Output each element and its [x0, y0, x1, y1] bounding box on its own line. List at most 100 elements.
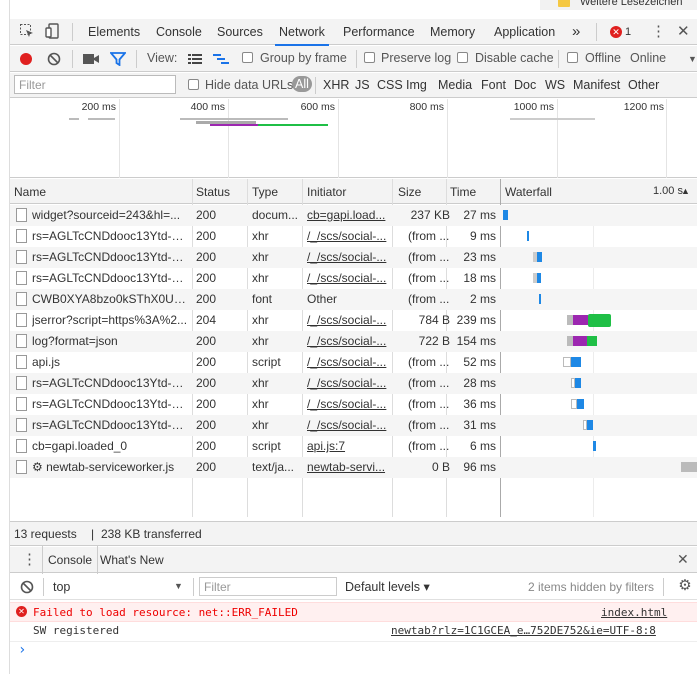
filter-type-img[interactable]: Img	[406, 78, 427, 92]
filter-type-ws[interactable]: WS	[545, 78, 566, 92]
context-select[interactable]: top	[53, 580, 71, 594]
file-icon	[16, 418, 27, 432]
drawer-tab-whats-new[interactable]: What's New	[100, 553, 164, 567]
column-header-name[interactable]: Name	[14, 185, 47, 199]
column-header-initiator[interactable]: Initiator	[307, 185, 347, 199]
cell-initiator[interactable]: /_/scs/social-...	[307, 355, 387, 369]
cell-initiator[interactable]: /_/scs/social-...	[307, 250, 387, 264]
filter-type-doc[interactable]: Doc	[514, 78, 537, 92]
table-row[interactable]: rs=AGLTcCNDdooc13Ytd-B... 200 xhr /_/scs/so…	[10, 415, 697, 436]
clear-icon[interactable]	[47, 52, 61, 66]
toolbar-separator	[193, 578, 194, 596]
chevron-down-icon[interactable]: ▼	[174, 581, 183, 591]
cell-type: script	[252, 355, 281, 369]
console-filter-input[interactable]: Filter	[199, 577, 337, 596]
table-row[interactable]: widget?sourceid=243&hl=... 200 docum... cb=…	[10, 205, 697, 226]
table-row[interactable]: log?format=json 200 xhr /_/scs/social-... 72…	[10, 331, 697, 352]
file-icon	[16, 250, 27, 264]
table-row[interactable]: rs=AGLTcCNDdooc13Ytd-B... 200 xhr /_/scs/so…	[10, 247, 697, 268]
overview-tick-label: 1200 ms	[623, 101, 664, 113]
table-row[interactable]: ⚙ newtab-serviceworker.js 200 text/ja... ne…	[10, 457, 697, 478]
filter-type-css[interactable]: CSS	[377, 78, 403, 92]
drawer-tab-console[interactable]: Console	[41, 546, 99, 574]
table-row[interactable]: rs=AGLTcCNDdooc13Ytd-B... 200 xhr /_/scs/so…	[10, 394, 697, 415]
cell-time: 36 ms	[463, 397, 496, 411]
tab-memory[interactable]: Memory	[430, 25, 476, 39]
filter-type-other[interactable]: Other	[628, 78, 660, 92]
table-row[interactable]: jserror?script=https%3A%2... 204 xhr /_/scs…	[10, 310, 697, 331]
error-count[interactable]: 1	[625, 26, 632, 38]
cell-initiator[interactable]: /_/scs/social-...	[307, 376, 387, 390]
console-message-source[interactable]: newtab?rlz=1C1GCEA_e…752DE752&ie=UTF-8:8	[391, 624, 656, 637]
drawer-menu-icon[interactable]: ⋮	[22, 551, 37, 568]
disable-cache-checkbox[interactable]	[457, 52, 468, 63]
console-prompt[interactable]: ›	[10, 642, 697, 662]
large-request-rows-icon[interactable]	[188, 53, 202, 65]
offline-checkbox[interactable]	[567, 52, 578, 63]
group-by-frame-checkbox[interactable]	[242, 52, 253, 63]
tab-network[interactable]: Network	[275, 19, 329, 46]
cell-initiator[interactable]: api.js:7	[307, 439, 346, 453]
device-toolbar-icon[interactable]	[44, 23, 62, 41]
tab-console[interactable]: Console	[156, 25, 202, 39]
cell-initiator[interactable]: /_/scs/social-...	[307, 397, 387, 411]
tab-performance[interactable]: Performance	[343, 25, 415, 39]
cell-initiator[interactable]: /_/scs/social-...	[307, 271, 387, 285]
gear-icon[interactable]: ⚙	[678, 577, 692, 594]
cell-initiator[interactable]: /_/scs/social-...	[307, 334, 387, 348]
network-overview[interactable]: 200 ms 400 ms 600 ms 800 ms 1000 ms 1200…	[10, 99, 697, 178]
tab-application[interactable]: Application	[494, 25, 556, 39]
filter-icon[interactable]	[109, 52, 127, 67]
cell-time: 52 ms	[463, 355, 496, 369]
cell-name: rs=AGLTcCNDdooc13Ytd-B...	[32, 229, 188, 243]
column-header-time[interactable]: Time	[450, 185, 477, 199]
column-header-type[interactable]: Type	[252, 185, 279, 199]
filter-type-xhr[interactable]: XHR	[323, 78, 350, 92]
cell-initiator[interactable]: /_/scs/social-...	[307, 229, 387, 243]
table-row[interactable]: rs=AGLTcCNDdooc13Ytd-B... 200 xhr /_/scs/so…	[10, 268, 697, 289]
table-row[interactable]: cb=gapi.loaded_0 200 script api.js:7 (from .…	[10, 436, 697, 457]
cell-initiator[interactable]: /_/scs/social-...	[307, 313, 387, 327]
console-message-source[interactable]: index.html	[601, 606, 668, 619]
overview-bar	[88, 118, 115, 120]
close-devtools-icon[interactable]: ✕	[677, 23, 690, 40]
table-row[interactable]: rs=AGLTcCNDdooc13Ytd-B... 200 xhr /_/scs/so…	[10, 226, 697, 247]
record-button[interactable]	[20, 53, 32, 65]
hide-data-urls-checkbox[interactable]	[188, 79, 199, 90]
table-row[interactable]: api.js 200 script /_/scs/social-... (from ..…	[10, 352, 697, 373]
overview-waterfall-icon[interactable]	[213, 52, 229, 66]
table-row[interactable]: CWB0XYA8bzo0kSThX0UTu... 200 font Other (fro…	[10, 289, 697, 310]
log-levels-select[interactable]: Default levels ▾	[345, 580, 430, 594]
chevron-down-icon[interactable]: ▼	[688, 54, 697, 64]
sort-ascending-icon[interactable]: ▲	[681, 186, 690, 196]
filter-input[interactable]: Filter	[14, 75, 176, 94]
filter-type-all[interactable]: All	[292, 76, 312, 92]
devtools-menu-icon[interactable]: ⋮	[651, 23, 666, 40]
cell-time: 23 ms	[463, 250, 496, 264]
close-drawer-icon[interactable]: ✕	[677, 551, 689, 567]
cell-initiator[interactable]: /_/scs/social-...	[307, 418, 387, 432]
filter-type-font[interactable]: Font	[481, 78, 507, 92]
capture-screenshots-icon[interactable]	[83, 53, 99, 65]
filter-type-manifest[interactable]: Manifest	[573, 78, 621, 92]
column-header-size[interactable]: Size	[398, 185, 422, 199]
column-header-status[interactable]: Status	[196, 185, 231, 199]
bookmark-bar[interactable]: Weitere Lesezeichen	[540, 0, 697, 10]
column-header-waterfall[interactable]: Waterfall	[505, 185, 552, 199]
clear-console-icon[interactable]	[20, 580, 34, 594]
table-row[interactable]: rs=AGLTcCNDdooc13Ytd-B... 200 xhr /_/scs/so…	[10, 373, 697, 394]
tab-sources[interactable]: Sources	[217, 25, 263, 39]
cell-initiator[interactable]: newtab-servi...	[307, 460, 386, 474]
more-tabs-button[interactable]: »	[572, 23, 581, 40]
filter-type-js[interactable]: JS	[355, 78, 370, 92]
inspect-element-icon[interactable]	[18, 23, 36, 41]
throttling-select[interactable]: Online	[630, 51, 667, 65]
error-count-icon[interactable]: ✕	[610, 26, 622, 38]
tab-elements[interactable]: Elements	[88, 25, 141, 39]
overview-tick-label: 400 ms	[190, 101, 225, 113]
filter-type-media[interactable]: Media	[438, 78, 473, 92]
cell-name: rs=AGLTcCNDdooc13Ytd-B...	[32, 376, 188, 390]
waterfall-bar	[533, 252, 537, 262]
cell-initiator[interactable]: cb=gapi.load...	[307, 208, 386, 222]
preserve-log-checkbox[interactable]	[364, 52, 375, 63]
